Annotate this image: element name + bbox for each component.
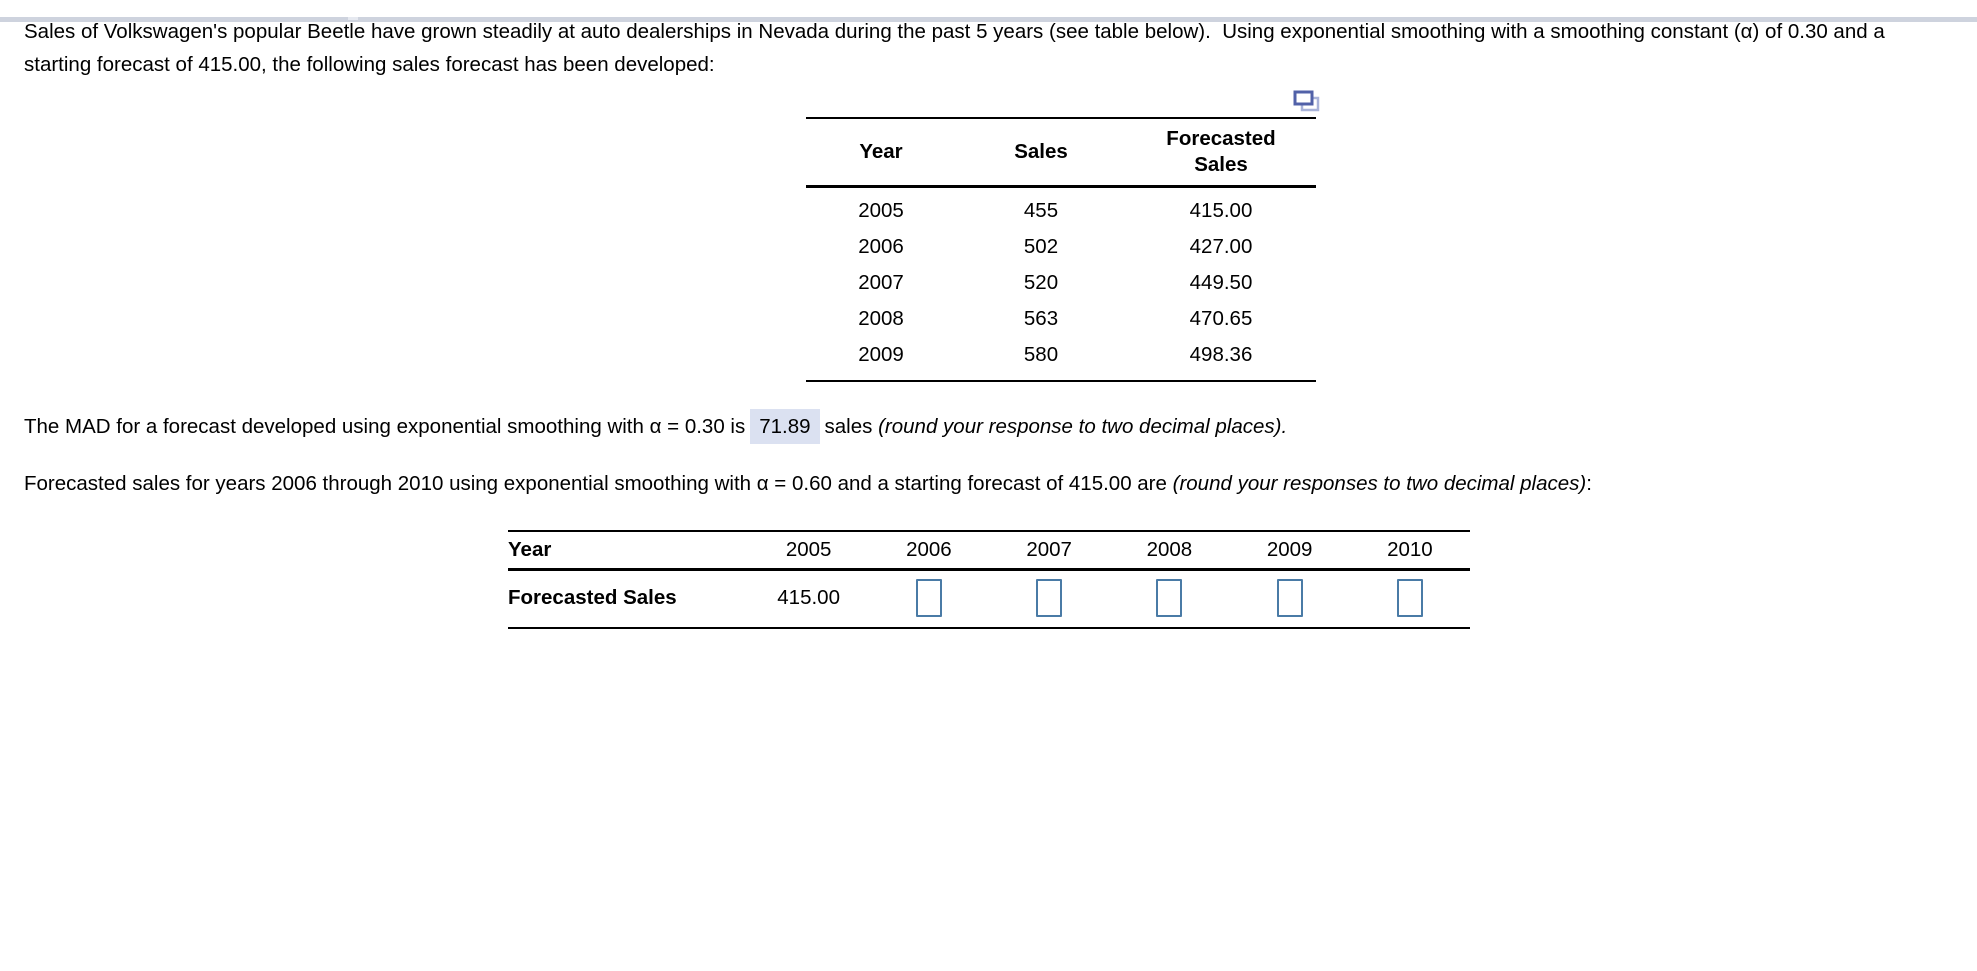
row-label-year: Year: [508, 538, 552, 561]
forecast-question: Forecasted sales for years 2006 through …: [24, 467, 1953, 500]
col-header-sales: Sales: [1014, 140, 1068, 163]
forecast-input-2009[interactable]: [1276, 579, 1303, 617]
forecast-cell-2006: [869, 570, 989, 629]
q2-rounding-note: (round your responses to two decimal pla…: [1172, 472, 1587, 495]
divider-handle[interactable]: [348, 17, 358, 20]
copy-icon[interactable]: [1292, 89, 1322, 122]
row-label-forecasted-sales: Forecasted Sales: [508, 586, 677, 609]
q2-text: Forecasted sales for years 2006 through …: [24, 472, 1167, 495]
cell-forecast: 498.36: [1189, 343, 1253, 366]
forecast-input-2006[interactable]: [915, 579, 942, 617]
cell-sales: 563: [1023, 307, 1059, 330]
forecast-cell-2007: [989, 570, 1109, 629]
forecast-cell-2009: [1230, 570, 1350, 629]
forecast-year-row: Year 2005 2006 2007 2008 2009 2010: [508, 531, 1470, 570]
question-body: Sales of Volkswagen's popular Beetle hav…: [0, 15, 1977, 629]
forecast-input-2010[interactable]: [1396, 579, 1423, 617]
year-2009: 2009: [1266, 538, 1313, 561]
history-table: Year Sales Forecasted Sales 2005 455 415…: [806, 117, 1316, 382]
mad-answer-field[interactable]: 71.89: [750, 409, 820, 444]
col-header-forecasted-sales: Forecasted Sales: [1166, 127, 1276, 176]
forecast-input-2008[interactable]: [1156, 579, 1183, 617]
year-2008: 2008: [1146, 538, 1193, 561]
cell-year: 2006: [858, 235, 904, 258]
problem-statement: Sales of Volkswagen's popular Beetle hav…: [24, 20, 1885, 76]
table-row: 2005 455 415.00: [806, 187, 1316, 230]
cell-year: 2009: [858, 343, 904, 366]
year-2006: 2006: [906, 538, 952, 561]
mad-rounding-note: (round your response to two decimal plac…: [878, 415, 1288, 438]
forecast-value-2005: 415.00: [777, 586, 840, 609]
forecast-values-row: Forecasted Sales 415.00: [508, 570, 1470, 629]
col-header-year: Year: [859, 140, 903, 163]
forecast-cell-2008: [1109, 570, 1229, 629]
cell-sales: 502: [1023, 235, 1059, 258]
mad-prefix: The MAD for a forecast developed using e…: [24, 415, 746, 438]
cell-forecast: 470.65: [1189, 307, 1253, 330]
mad-suffix: sales: [824, 415, 873, 438]
forecast-cell-2010: [1350, 570, 1470, 629]
forecast-input-2007[interactable]: [1036, 579, 1063, 617]
cell-sales: 455: [1023, 199, 1059, 222]
mad-statement: The MAD for a forecast developed using e…: [24, 409, 1953, 444]
table-row: 2007 520 449.50: [806, 265, 1316, 301]
year-2007: 2007: [1026, 538, 1072, 561]
cell-year: 2005: [858, 199, 904, 222]
cell-forecast: 449.50: [1189, 271, 1253, 294]
cell-forecast: 427.00: [1189, 235, 1253, 258]
year-2010: 2010: [1387, 538, 1433, 561]
history-table-container: Year Sales Forecasted Sales 2005 455 415…: [806, 90, 1320, 382]
table-row: 2009 580 498.36: [806, 337, 1316, 381]
cell-sales: 580: [1023, 343, 1059, 366]
forecast-table: Year 2005 2006 2007 2008 2009 2010 Forec…: [508, 530, 1470, 629]
year-2005: 2005: [785, 538, 832, 561]
cell-sales: 520: [1023, 271, 1059, 294]
table-row: 2006 502 427.00: [806, 229, 1316, 265]
table-row: 2008 563 470.65: [806, 301, 1316, 337]
cell-year: 2008: [858, 307, 904, 330]
cell-year: 2007: [858, 271, 904, 294]
cell-forecast: 415.00: [1189, 199, 1253, 222]
q2-tail: :: [1586, 472, 1592, 495]
pane-divider: [0, 17, 1977, 22]
history-header-row: Year Sales Forecasted Sales: [806, 118, 1316, 187]
